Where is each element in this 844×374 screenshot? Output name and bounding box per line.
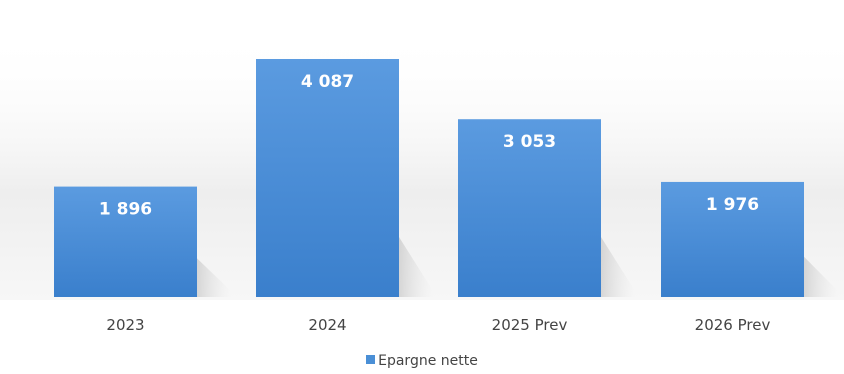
x-tick-label: 2024 [308, 316, 346, 334]
bar-shadow [399, 237, 433, 297]
data-label: 1 896 [99, 200, 152, 220]
bar-2024 [256, 59, 399, 297]
data-label: 1 976 [706, 195, 759, 215]
legend-label: Epargne nette [378, 353, 478, 369]
bars-group [54, 59, 804, 298]
data-label: 3 053 [503, 132, 556, 152]
bar-shadows [197, 237, 838, 297]
bar-2025-prev [458, 119, 601, 298]
legend: Epargne nette [0, 352, 844, 370]
bar-2026-prev [661, 181, 804, 297]
legend-swatch-icon [366, 355, 376, 364]
x-tick-label: 2023 [106, 316, 144, 334]
x-tick-label: 2026 Prev [695, 316, 771, 334]
bar-2023 [54, 186, 197, 297]
data-labels-group: 1 896 4 087 3 053 1 976 [99, 72, 759, 220]
bar-shadow [197, 258, 231, 297]
bar-shadow [601, 237, 635, 297]
data-label: 4 087 [301, 72, 354, 92]
bar-shadow [804, 256, 838, 297]
x-tick-label: 2025 Prev [492, 316, 568, 334]
x-axis-ticks: 2023 2024 2025 Prev 2026 Prev [106, 316, 770, 334]
